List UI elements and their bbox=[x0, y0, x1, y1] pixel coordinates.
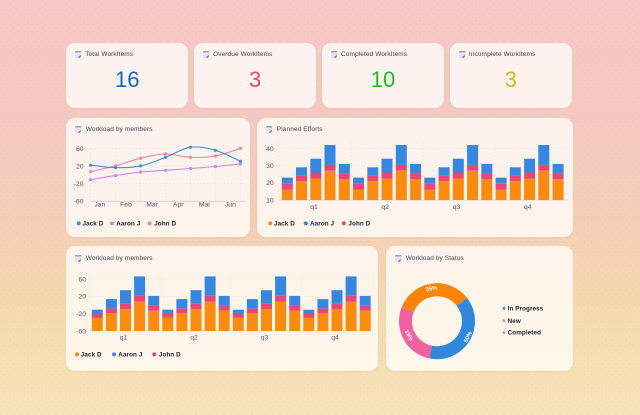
svg-text:Mar: Mar bbox=[146, 201, 158, 208]
svg-text:Apr: Apr bbox=[173, 201, 184, 208]
svg-text:q1: q1 bbox=[120, 335, 128, 342]
svg-text:In Progress: In Progress bbox=[508, 305, 544, 312]
svg-text:10: 10 bbox=[266, 197, 274, 204]
svg-text:20: 20 bbox=[76, 163, 84, 170]
svg-text:Feb: Feb bbox=[120, 201, 132, 208]
svg-text:q1: q1 bbox=[310, 203, 318, 210]
svg-text:60: 60 bbox=[78, 276, 86, 283]
svg-text:q2: q2 bbox=[381, 203, 389, 210]
svg-text:20: 20 bbox=[78, 294, 86, 301]
svg-text:50%: 50% bbox=[463, 331, 474, 344]
svg-text:Jack D: Jack D bbox=[274, 220, 295, 227]
svg-text:Jack D: Jack D bbox=[83, 220, 104, 227]
svg-text:Jack D: Jack D bbox=[81, 352, 102, 359]
svg-text:60: 60 bbox=[76, 145, 84, 152]
svg-text:40: 40 bbox=[266, 145, 274, 152]
svg-text:John D: John D bbox=[348, 220, 370, 227]
svg-text:Aaron J: Aaron J bbox=[310, 220, 335, 227]
svg-text:q3: q3 bbox=[261, 335, 269, 342]
svg-text:15%: 15% bbox=[403, 329, 414, 342]
svg-text:q4: q4 bbox=[331, 335, 339, 342]
svg-text:Aaron J: Aaron J bbox=[118, 352, 143, 359]
svg-text:Mai: Mai bbox=[199, 201, 210, 208]
svg-text:-60: -60 bbox=[76, 328, 86, 335]
svg-text:q3: q3 bbox=[453, 203, 461, 210]
svg-text:35%: 35% bbox=[425, 285, 438, 293]
svg-text:20: 20 bbox=[266, 180, 274, 187]
svg-text:-20: -20 bbox=[76, 311, 86, 318]
svg-text:30: 30 bbox=[266, 163, 274, 170]
svg-text:John D: John D bbox=[159, 352, 181, 359]
svg-text:Completed: Completed bbox=[508, 330, 541, 337]
svg-text:Jan: Jan bbox=[94, 201, 105, 208]
svg-text:New: New bbox=[508, 318, 521, 325]
svg-text:-20: -20 bbox=[74, 181, 84, 188]
svg-text:Aaron J: Aaron J bbox=[116, 220, 141, 227]
svg-text:Jun: Jun bbox=[225, 201, 236, 208]
svg-text:q2: q2 bbox=[190, 335, 198, 342]
svg-text:q4: q4 bbox=[524, 203, 532, 210]
svg-text:-60: -60 bbox=[74, 198, 84, 205]
svg-text:John D: John D bbox=[154, 220, 176, 227]
